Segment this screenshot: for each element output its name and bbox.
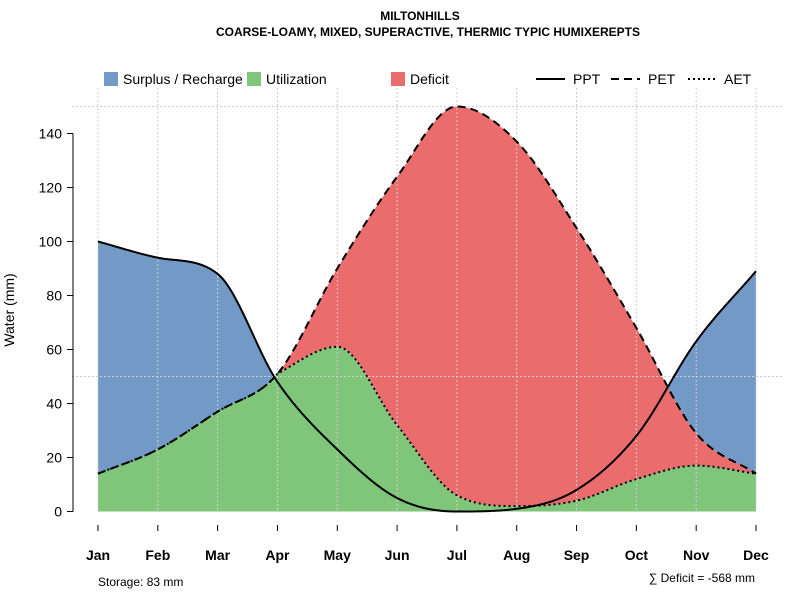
x-tick-label: Jun (385, 547, 410, 563)
y-axis-label: Water (mm) (1, 273, 17, 346)
y-tick-label: 0 (54, 504, 62, 520)
axes-layer: 0 20 40 60 80 100 120 140 Jan Feb Mar Apr May Jun Jul A… (39, 126, 769, 564)
legend-swatch-deficit (391, 72, 405, 86)
line-ppt (97, 240, 757, 513)
x-tick-label: Jul (447, 547, 467, 563)
line-pet (97, 105, 757, 475)
legend: Surplus / Recharge Utilization Deficit P… (104, 71, 752, 87)
x-tick-label: Oct (625, 547, 649, 563)
x-tick-label: Aug (503, 547, 530, 563)
x-tick-label: Sep (564, 547, 590, 563)
grid-layer (72, 88, 782, 511)
x-tick-label: Mar (205, 547, 230, 563)
deficit-note: ∑ Deficit = -568 mm (649, 571, 755, 585)
y-tick-label: 120 (39, 180, 63, 196)
chart-title: MILTONHILLS (380, 9, 460, 23)
area-utilization (98, 346, 756, 512)
y-tick-label: 100 (39, 234, 63, 250)
legend-label-pet: PET (648, 71, 676, 87)
line-layer (97, 105, 757, 513)
legend-swatch-utilization (247, 72, 261, 86)
legend-label-surplus: Surplus / Recharge (123, 71, 243, 87)
x-tick-label: May (324, 547, 351, 563)
x-tick-label: Nov (683, 547, 710, 563)
x-tick-label: Apr (265, 547, 290, 563)
legend-label-utilization: Utilization (266, 71, 327, 87)
legend-label-ppt: PPT (573, 71, 601, 87)
legend-swatch-surplus (104, 72, 118, 86)
x-tick-label: Feb (145, 547, 170, 563)
chart-subtitle: COARSE-LOAMY, MIXED, SUPERACTIVE, THERMI… (216, 25, 640, 39)
area-layer (98, 106, 756, 512)
y-tick-label: 60 (46, 342, 62, 358)
y-tick-label: 40 (46, 396, 62, 412)
legend-label-deficit: Deficit (410, 71, 449, 87)
storage-note: Storage: 83 mm (98, 575, 183, 589)
y-tick-label: 80 (46, 288, 62, 304)
y-tick-label: 20 (46, 450, 62, 466)
x-tick-label: Jan (86, 547, 110, 563)
legend-label-aet: AET (724, 71, 752, 87)
x-tick-label: Dec (743, 547, 769, 563)
y-tick-label: 140 (39, 126, 63, 142)
area-deficit (98, 106, 756, 507)
